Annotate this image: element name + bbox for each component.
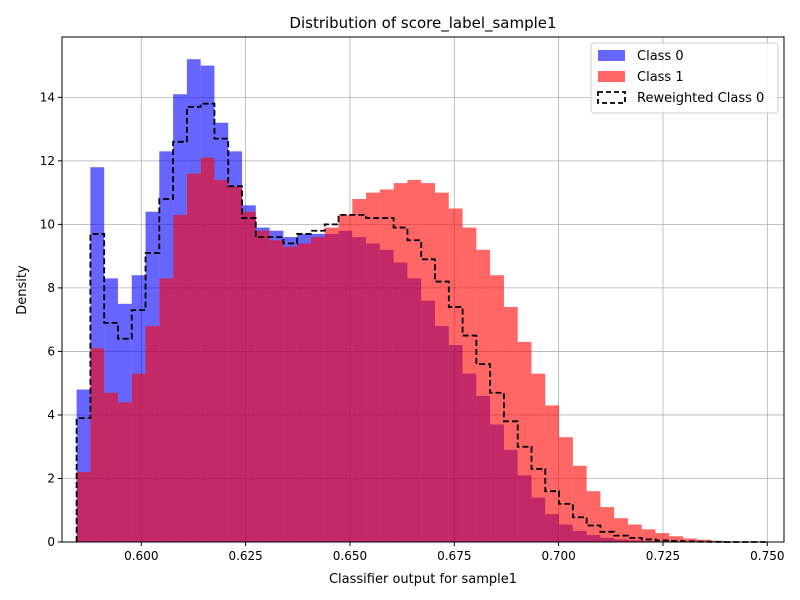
x-tick-label-0: 0.600	[124, 549, 158, 563]
bar-series-1-bin-1	[90, 348, 105, 542]
bar-series-1-bin-32	[517, 341, 532, 542]
plot-frame	[61, 36, 785, 543]
bar-series-1-bin-44	[683, 538, 697, 542]
y-tick-label-2: 4	[47, 408, 55, 422]
bar-series-1-bin-40	[627, 524, 642, 542]
y-tick-label-5: 10	[40, 217, 55, 231]
bar-series-1-bin-42	[655, 533, 670, 542]
legend-swatch-reweighted-class-0	[597, 91, 626, 104]
bar-series-1-bin-5	[145, 326, 160, 542]
bar-series-1-bin-34	[545, 405, 560, 542]
bar-series-1-bin-11	[228, 186, 243, 542]
y-tick-label-6: 12	[40, 154, 55, 168]
bar-series-1-bin-41	[641, 529, 656, 542]
bar-series-1-bin-2	[104, 392, 118, 542]
bar-series-1-bin-0	[76, 472, 91, 542]
bar-series-1-bin-38	[600, 507, 615, 542]
bar-series-1-bin-6	[159, 278, 174, 542]
bar-series-1-bin-8	[186, 173, 201, 542]
bar-series-1-bin-28	[462, 227, 477, 542]
bar-series-1-bin-16	[297, 243, 311, 542]
bar-series-1-bin-4	[131, 373, 146, 542]
step-line-series-2	[75, 102, 766, 543]
bar-series-1-bin-30	[490, 275, 504, 542]
chart-title: Distribution of score_label_sample1	[289, 14, 556, 33]
x-tick-label-4: 0.700	[541, 549, 575, 563]
y-tick-label-1: 2	[47, 471, 55, 485]
bar-series-1-bin-3	[117, 402, 132, 542]
legend-label-class-1: Class 1	[637, 70, 684, 85]
bar-series-1-bin-20	[352, 198, 367, 542]
x-axis-ticks: 0.600 0.625 0.650 0.675 0.700 0.725 0.750	[124, 542, 784, 563]
bar-series-1-bin-15	[283, 246, 298, 543]
legend-label-class-0: Class 0	[637, 49, 684, 64]
bar-series-1-bin-9	[200, 157, 215, 542]
bar-series-1-bin-22	[379, 189, 394, 543]
bar-series-1-bin-36	[572, 465, 587, 542]
bar-series-1-bin-27	[448, 208, 463, 542]
bar-series-1-bin-12	[242, 211, 256, 542]
bar-series-1-bin-29	[476, 249, 491, 542]
x-axis-label: Classifier output for sample1	[329, 572, 517, 587]
bar-series-1-bin-45	[696, 539, 711, 542]
bar-series-1-bin-43	[669, 536, 684, 542]
bar-series-1-bin-23	[393, 183, 408, 542]
legend-label-reweighted-class-0: Reweighted Class 0	[637, 91, 764, 106]
y-tick-label-0: 0	[47, 535, 55, 549]
bar-series-1-bin-18	[324, 227, 339, 542]
legend: Class 0 Class 1 Reweighted Class 0	[590, 42, 779, 114]
bar-series-1-bin-7	[173, 214, 187, 542]
reweighted-step-outline	[75, 102, 766, 543]
y-tick-label-7: 14	[40, 90, 55, 104]
histogram-bars	[76, 59, 766, 543]
y-axis-ticks: 0 2 4 6 8 10 12 14	[40, 90, 62, 549]
bar-series-1-bin-13	[255, 230, 270, 543]
bar-series-1-bin-33	[531, 373, 546, 542]
legend-box	[590, 42, 779, 114]
x-tick-label-1: 0.625	[228, 549, 262, 563]
bar-series-1-bin-17	[310, 237, 325, 542]
legend-swatch-class-1	[598, 71, 625, 82]
y-tick-label-3: 6	[47, 344, 55, 358]
bar-series-1-bin-25	[421, 183, 436, 542]
bar-series-1-bin-37	[586, 491, 601, 542]
bar-series-1-bin-35	[559, 437, 573, 542]
x-tick-label-2: 0.650	[333, 549, 367, 563]
bar-series-1-bin-24	[407, 179, 422, 542]
bar-series-1-bin-14	[269, 240, 284, 542]
bar-series-1-bin-10	[214, 179, 229, 542]
bar-series-1-bin-21	[366, 192, 380, 542]
bar-series-1-bin-39	[614, 518, 628, 542]
bar-series-1-bin-26	[435, 192, 449, 542]
legend-swatch-class-0	[598, 50, 625, 61]
x-tick-label-3: 0.675	[437, 549, 471, 563]
y-tick-label-4: 8	[47, 281, 55, 295]
y-axis-label: Density	[15, 265, 30, 315]
bar-series-1-bin-31	[503, 306, 518, 542]
x-tick-label-6: 0.750	[750, 549, 784, 563]
x-tick-label-5: 0.725	[646, 549, 680, 563]
bar-series-1-bin-19	[338, 214, 353, 542]
